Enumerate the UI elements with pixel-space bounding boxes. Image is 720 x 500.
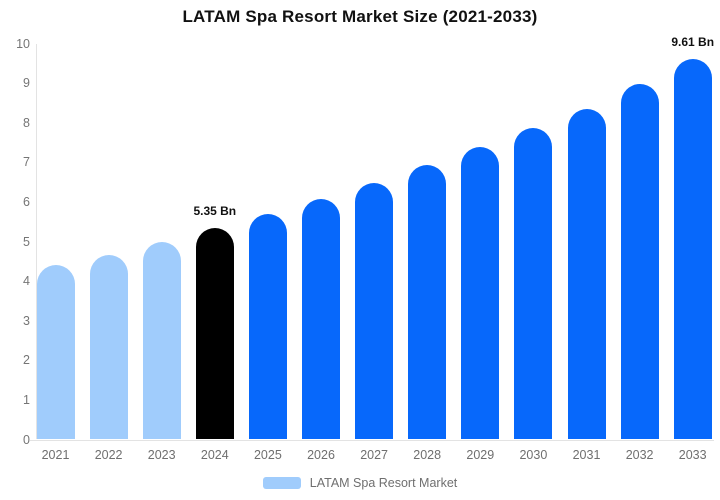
y-axis-tick-label: 3 xyxy=(23,313,30,328)
bar-2026[interactable] xyxy=(302,198,340,440)
y-axis-tick-label: 1 xyxy=(23,392,30,407)
y-axis-tick-label: 4 xyxy=(23,274,30,289)
data-label-2024: 5.35 Bn xyxy=(193,203,237,218)
bar-2023[interactable] xyxy=(142,241,181,440)
x-axis-tick-label: 2031 xyxy=(572,448,601,462)
y-axis-tick-label: 7 xyxy=(23,155,30,170)
x-axis-tick-label: 2024 xyxy=(200,448,229,462)
x-axis-tick-label: 2033 xyxy=(678,448,707,462)
bar-2027[interactable] xyxy=(355,183,394,440)
bar-2024[interactable] xyxy=(195,227,234,440)
y-axis-tick-label: 2 xyxy=(23,353,30,368)
legend-marker xyxy=(262,477,301,489)
y-axis-tick-label: 0 xyxy=(23,432,30,447)
x-axis-tick-label: 2030 xyxy=(519,448,548,462)
bar-2021[interactable] xyxy=(36,265,75,440)
y-axis-tick-label: 10 xyxy=(16,36,30,51)
legend: LATAM Spa Resort Market xyxy=(0,473,720,493)
bar-2022[interactable] xyxy=(89,254,128,440)
x-axis-tick-label: 2023 xyxy=(147,448,176,462)
y-axis-tick-label: 6 xyxy=(23,195,30,210)
y-axis-tick-label: 8 xyxy=(23,115,30,130)
x-axis-tick-label: 2029 xyxy=(466,448,495,462)
x-axis-tick-label: 2028 xyxy=(413,448,442,462)
chart-title: LATAM Spa Resort Market Size (2021-2033) xyxy=(182,7,538,26)
y-axis-line xyxy=(36,43,37,440)
plot-area: 0 1 2 3 4 5 6 7 8 9 10 2021 2022 2023 2024 2025 2026 202… xyxy=(16,35,715,462)
x-axis-tick-label: 2025 xyxy=(253,448,282,462)
y-axis-tick-label: 5 xyxy=(23,234,30,249)
legend-item[interactable]: LATAM Spa Resort Market xyxy=(262,476,458,490)
bar-2028[interactable] xyxy=(408,165,447,440)
x-axis-tick-label: 2021 xyxy=(41,448,70,462)
bar-2031[interactable] xyxy=(567,109,606,440)
bar-2029[interactable] xyxy=(461,147,500,440)
x-axis-tick-label: 2032 xyxy=(625,448,654,462)
bar-2030[interactable] xyxy=(514,128,553,440)
data-label-2033: 9.61 Bn xyxy=(671,35,715,50)
x-axis-line xyxy=(30,439,714,441)
x-axis-tick-label: 2026 xyxy=(307,448,335,462)
bar-2025[interactable] xyxy=(248,213,287,440)
x-axis-tick-label: 2022 xyxy=(94,448,123,462)
y-axis-tick-label: 9 xyxy=(23,76,30,91)
bar-2033[interactable] xyxy=(673,59,712,440)
bar-2032[interactable] xyxy=(620,83,659,440)
legend-label: LATAM Spa Resort Market xyxy=(309,476,458,490)
x-axis-tick-label: 2027 xyxy=(360,448,388,462)
